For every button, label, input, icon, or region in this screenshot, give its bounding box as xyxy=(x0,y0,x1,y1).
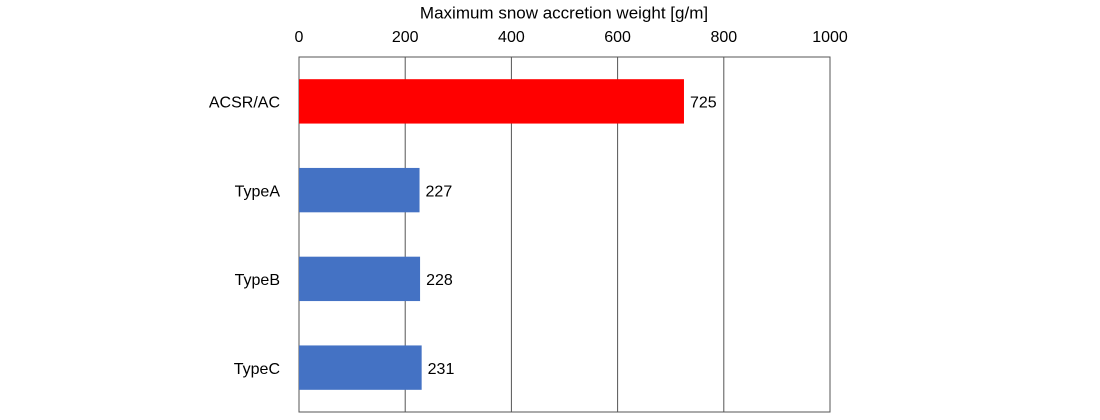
value-label: 725 xyxy=(690,95,717,112)
value-label: 228 xyxy=(426,272,453,289)
value-label: 227 xyxy=(426,183,453,200)
value-label: 231 xyxy=(428,361,455,378)
x-tick-label: 0 xyxy=(295,29,304,46)
y-tick-label: ACSR/AC xyxy=(209,95,280,112)
x-tick-label: 600 xyxy=(604,29,631,46)
axis-title: Maximum snow accretion weight [g/m] xyxy=(420,3,708,22)
x-tick-label: 200 xyxy=(392,29,419,46)
x-tick-label: 1000 xyxy=(812,29,848,46)
bar xyxy=(299,345,422,390)
x-tick-label: 400 xyxy=(498,29,525,46)
x-tick-label: 800 xyxy=(710,29,737,46)
bar xyxy=(299,79,684,124)
bar xyxy=(299,167,420,213)
bar xyxy=(299,256,421,302)
y-tick-label: TypeB xyxy=(235,272,280,289)
y-tick-label: TypeC xyxy=(234,361,280,378)
y-tick-label: TypeA xyxy=(235,183,281,200)
